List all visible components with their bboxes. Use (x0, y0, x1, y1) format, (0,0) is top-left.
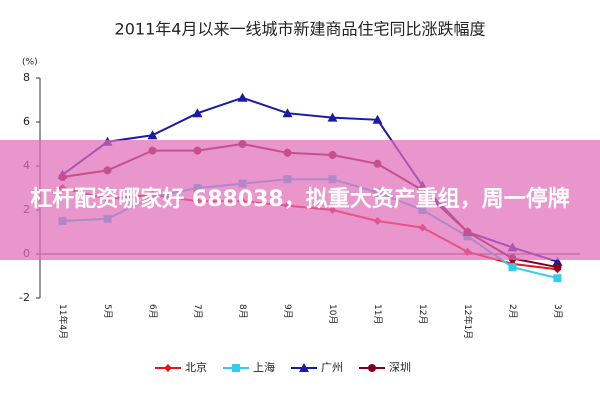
x-tick-label: 12月 (417, 304, 428, 324)
x-tick-label: 3月 (552, 304, 563, 319)
x-tick-label: 7月 (192, 304, 203, 319)
x-tick-label: 12年1月 (462, 304, 474, 339)
marker (368, 364, 376, 372)
marker (553, 263, 562, 272)
y-axis-label: (%) (22, 58, 38, 68)
marker (299, 363, 309, 372)
overlay-text: 杠杆配资哪家好 688038，拟重大资产重组，周一停牌 (30, 187, 570, 212)
marker (553, 274, 562, 283)
legend-label: 北京 (185, 360, 207, 374)
x-tick-label: 6月 (147, 304, 158, 319)
marker (282, 108, 293, 118)
marker (372, 114, 383, 124)
x-tick-label: 9月 (282, 304, 293, 319)
marker (237, 92, 248, 102)
y-tick-label: 8 (23, 71, 30, 84)
x-tick-label: 5月 (102, 304, 113, 319)
marker (192, 108, 203, 118)
y-tick-label: -2 (19, 291, 30, 304)
legend-label: 深圳 (389, 361, 411, 374)
y-tick-label: 6 (23, 115, 30, 128)
overlay-banner: 杠杆配资哪家好 688038，拟重大资产重组，周一停牌 (0, 140, 600, 260)
chart-title: 2011年4月以来一线城市新建商品住宅同比涨跌幅度 (115, 20, 486, 39)
marker (147, 130, 158, 140)
x-tick-label: 2月 (507, 304, 518, 319)
marker (327, 112, 338, 122)
marker (552, 256, 563, 266)
marker (232, 364, 240, 372)
legend-label: 广州 (321, 361, 343, 374)
x-tick-label: 10月 (327, 304, 338, 324)
legend-label: 上海 (253, 360, 275, 374)
x-tick-label: 11月 (372, 304, 383, 324)
marker (164, 364, 172, 372)
x-tick-label: 8月 (237, 304, 248, 319)
x-tick-label: 11年4月 (57, 304, 69, 339)
marker (508, 263, 517, 272)
